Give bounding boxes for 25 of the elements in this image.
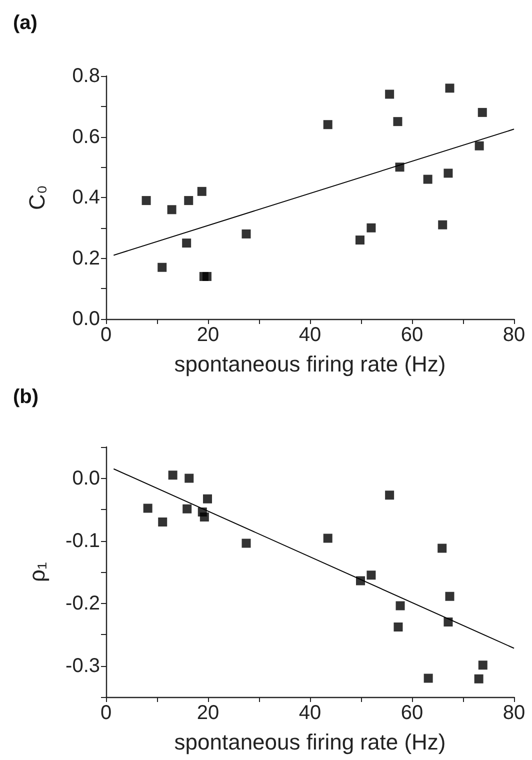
y-tick-label: 0.8 (72, 65, 100, 87)
x-tick-label: 0 (100, 324, 112, 346)
x-tick-label: 0 (100, 702, 112, 724)
y-tick-label: -0.3 (66, 654, 100, 677)
x-axis-title: spontaneous firing rate (Hz) (174, 352, 446, 376)
x-tick-label: 40 (298, 324, 322, 346)
x-tick-label: 60 (400, 324, 424, 346)
x-tick-label: 20 (196, 702, 220, 724)
x-tick-label: 40 (298, 702, 322, 724)
x-tick-label: 80 (502, 702, 526, 724)
y-tick-label: 0.2 (72, 247, 100, 270)
chart-title: (b) (13, 386, 39, 408)
y-tick-label: 0.0 (72, 467, 100, 490)
chart-title: (a) (13, 12, 38, 34)
y-axis-title: ρ₁ (24, 562, 50, 582)
y-tick-label: 0.4 (72, 186, 100, 208)
x-tick-label: 80 (502, 324, 526, 346)
y-tick-label: -0.1 (66, 530, 100, 552)
x-tick-label: 20 (196, 324, 220, 346)
x-axis-title: spontaneous firing rate (Hz) (174, 730, 446, 754)
y-tick-label: -0.2 (66, 592, 100, 614)
y-tick-label: 0.0 (72, 308, 100, 330)
x-tick-label: 60 (400, 702, 424, 724)
y-tick-label: 0.6 (72, 126, 100, 148)
y-axis-title: C₀ (24, 184, 50, 210)
